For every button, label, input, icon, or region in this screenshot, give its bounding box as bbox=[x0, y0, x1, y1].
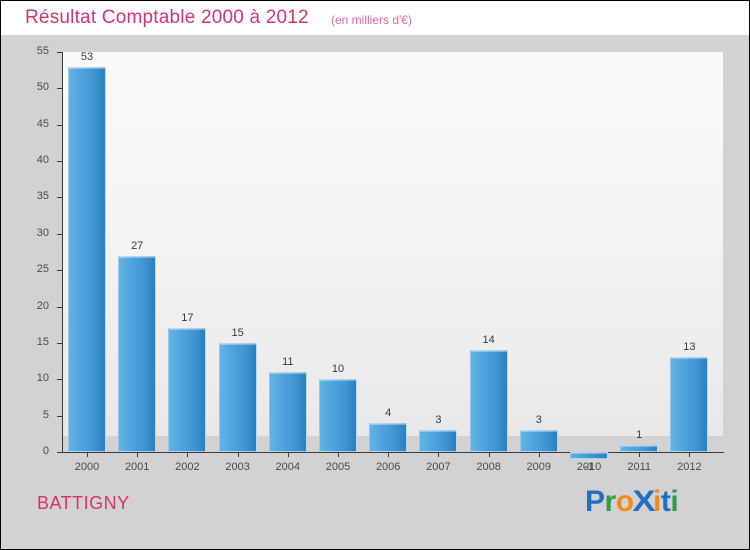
y-axis-label: 50 bbox=[36, 81, 49, 94]
bar-value-label: 11 bbox=[282, 356, 294, 368]
y-axis-tick bbox=[57, 415, 63, 417]
x-axis-label: 2011 bbox=[627, 461, 652, 473]
y-axis-tick bbox=[57, 161, 63, 163]
chart-header: Résultat Comptable 2000 à 2012 (en milli… bbox=[1, 1, 749, 35]
bar-value-label: 4 bbox=[385, 406, 392, 419]
y-axis-label: 15 bbox=[36, 335, 49, 348]
bar-2012[interactable] bbox=[670, 357, 709, 452]
y-axis-label: 45 bbox=[36, 117, 49, 130]
bar-value-label: 14 bbox=[482, 334, 495, 347]
y-axis-tick bbox=[57, 52, 63, 53]
y-axis-line bbox=[62, 52, 63, 452]
bar-2002[interactable] bbox=[168, 328, 207, 452]
bar-value-label: 13 bbox=[683, 341, 696, 354]
proxiti-logo[interactable]: ProXiti bbox=[585, 485, 679, 519]
y-axis-label: 5 bbox=[42, 408, 49, 421]
x-axis-tick bbox=[187, 452, 189, 457]
logo-letter: X bbox=[632, 485, 655, 518]
x-axis-tick bbox=[488, 452, 490, 457]
y-axis-tick bbox=[57, 379, 63, 381]
y-axis-tick bbox=[57, 452, 63, 453]
bar-value-label: 3 bbox=[435, 414, 442, 427]
y-axis-tick bbox=[57, 197, 63, 199]
page-title: Résultat Comptable 2000 à 2012 bbox=[25, 7, 309, 28]
y-axis-tick bbox=[57, 124, 63, 126]
x-axis-tick bbox=[137, 452, 139, 457]
y-axis-label: 10 bbox=[36, 372, 49, 385]
y-axis-label: 35 bbox=[36, 190, 49, 203]
x-axis-tick bbox=[338, 452, 339, 457]
x-axis-tick bbox=[639, 452, 641, 457]
logo-letter: t bbox=[660, 485, 671, 518]
y-axis-label: 20 bbox=[36, 299, 49, 312]
x-axis-label: 2008 bbox=[476, 461, 501, 473]
chart-subtitle: (en milliers d'€) bbox=[331, 13, 412, 27]
x-axis-tick bbox=[689, 452, 691, 457]
x-axis-tick bbox=[237, 452, 239, 457]
logo-letter: i bbox=[670, 485, 679, 518]
x-axis-label: 2010 bbox=[576, 461, 602, 473]
chart-plot-container: -50510152025303540455055 200020012002200… bbox=[1, 35, 749, 493]
y-axis-tick bbox=[57, 88, 63, 90]
bar-value-label: 27 bbox=[131, 239, 144, 252]
x-axis-tick bbox=[538, 452, 540, 457]
logo-letter: o bbox=[615, 485, 634, 518]
bar-2004[interactable] bbox=[268, 372, 307, 452]
bar-value-label: 1 bbox=[636, 428, 643, 441]
y-axis-tick bbox=[57, 306, 63, 308]
y-axis-tick bbox=[57, 233, 63, 235]
x-axis-label: 2005 bbox=[325, 461, 351, 473]
city-name: BATTIGNY bbox=[37, 493, 130, 513]
bar-2001[interactable] bbox=[118, 255, 157, 452]
x-axis-tick bbox=[438, 452, 440, 457]
y-axis-label: 0 bbox=[42, 445, 49, 457]
bar-value-label: 17 bbox=[181, 312, 194, 325]
bar-value-label: -1 bbox=[584, 461, 594, 474]
y-axis-label: 25 bbox=[36, 263, 49, 276]
bar-value-label: 15 bbox=[231, 326, 244, 339]
bar-value-label: 53 bbox=[80, 50, 94, 63]
x-axis-label: 2004 bbox=[275, 461, 301, 473]
bar-2009[interactable] bbox=[519, 430, 558, 452]
y-axis-tick bbox=[57, 342, 63, 344]
x-axis-label: 2012 bbox=[677, 461, 702, 473]
bar-value-label: 10 bbox=[331, 363, 345, 376]
logo-letter: r bbox=[604, 485, 617, 518]
chart-footer: BATTIGNY ProXiti bbox=[1, 475, 749, 549]
x-axis-label: 2007 bbox=[426, 461, 451, 473]
x-axis-tick bbox=[287, 452, 289, 457]
y-axis-label: 55 bbox=[36, 45, 49, 57]
logo-letter: P bbox=[585, 485, 605, 518]
bar-2000[interactable] bbox=[68, 66, 106, 452]
x-axis-label: 2000 bbox=[74, 461, 100, 473]
bar-2010[interactable] bbox=[570, 452, 608, 460]
x-axis-tick bbox=[87, 452, 88, 457]
x-axis-label: 2001 bbox=[124, 461, 150, 473]
bar-2007[interactable] bbox=[419, 430, 458, 452]
x-axis-label: 2009 bbox=[526, 461, 552, 473]
x-axis-label: 2002 bbox=[175, 461, 200, 473]
x-axis-label: 2003 bbox=[225, 461, 250, 473]
bar-2003[interactable] bbox=[218, 342, 257, 452]
y-axis-label: 40 bbox=[36, 154, 49, 167]
bar-2005[interactable] bbox=[319, 379, 357, 452]
x-axis-tick bbox=[388, 452, 390, 457]
bar-2008[interactable] bbox=[469, 350, 508, 452]
y-axis-label: 30 bbox=[36, 226, 49, 239]
x-axis-label: 2006 bbox=[375, 461, 401, 473]
y-axis-tick bbox=[57, 270, 63, 272]
bar-2006[interactable] bbox=[369, 422, 408, 452]
bar-value-label: 3 bbox=[535, 414, 542, 427]
bar-2011[interactable] bbox=[620, 444, 659, 452]
x-axis-line bbox=[62, 452, 724, 453]
logo-letter: i bbox=[653, 485, 661, 518]
